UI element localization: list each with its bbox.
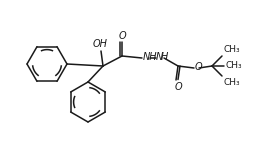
Text: CH₃: CH₃ — [224, 45, 241, 54]
Text: NH: NH — [143, 52, 158, 62]
Text: O: O — [174, 82, 182, 92]
Text: N: N — [156, 52, 163, 62]
Text: CH₃: CH₃ — [226, 61, 243, 71]
Text: O: O — [118, 31, 126, 41]
Text: CH₃: CH₃ — [224, 78, 241, 87]
Text: H: H — [161, 52, 168, 62]
Text: O: O — [195, 62, 203, 72]
Text: OH: OH — [92, 39, 107, 49]
